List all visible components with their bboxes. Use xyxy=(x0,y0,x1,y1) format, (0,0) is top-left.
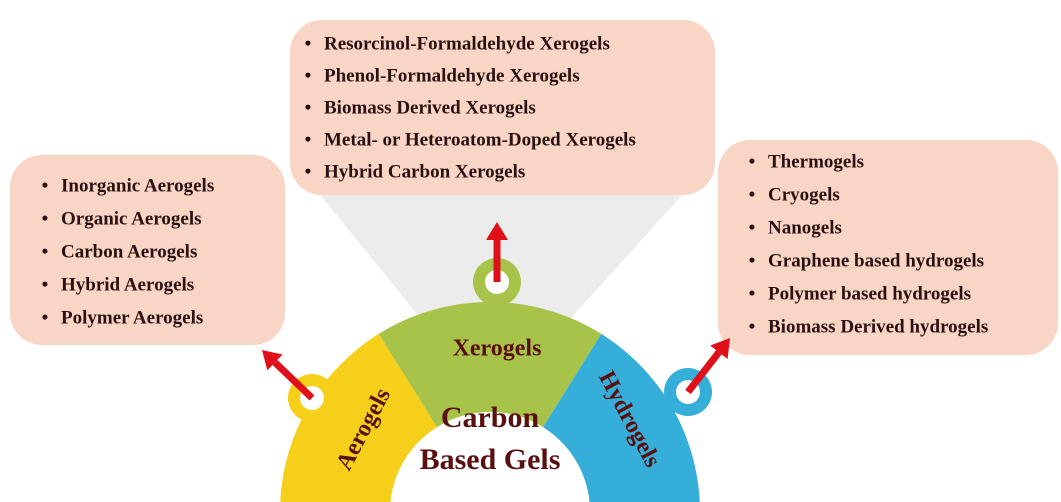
item-text: Metal- or Heteroatom-Doped Xerogels xyxy=(324,129,636,150)
item-text: Hybrid Carbon Xerogels xyxy=(324,161,525,182)
bullet: • xyxy=(42,241,49,262)
item-box xyxy=(718,140,1058,355)
bullet: • xyxy=(42,208,49,229)
bullet: • xyxy=(749,316,756,337)
bullet: • xyxy=(305,97,312,118)
bullet: • xyxy=(749,283,756,304)
item-text: Resorcinol-Formaldehyde Xerogels xyxy=(324,33,610,54)
bullet: • xyxy=(749,184,756,205)
segment xyxy=(378,302,602,428)
item-text: Polymer Aerogels xyxy=(61,307,203,328)
bullet: • xyxy=(305,65,312,86)
item-text: Biomass Derived hydrogels xyxy=(768,316,988,337)
segment xyxy=(542,333,700,502)
item-text: Polymer based hydrogels xyxy=(768,283,971,304)
item-text: Hybrid Aerogels xyxy=(61,274,194,295)
arrow-shaft xyxy=(685,350,722,395)
fan xyxy=(300,170,705,330)
arrow-head xyxy=(710,338,730,359)
item-text: Carbon Aerogels xyxy=(61,241,197,262)
bullet: • xyxy=(749,250,756,271)
bullet: • xyxy=(305,161,312,182)
item-text: Organic Aerogels xyxy=(61,208,202,229)
bullet: • xyxy=(42,307,49,328)
bullet: • xyxy=(749,151,756,172)
bullet: • xyxy=(305,129,312,150)
center-label: Carbon xyxy=(441,401,540,434)
bullet: • xyxy=(749,217,756,238)
segment xyxy=(280,333,438,502)
item-text: Biomass Derived Xerogels xyxy=(324,97,536,118)
center-label: Based Gels xyxy=(420,443,561,476)
item-box xyxy=(10,155,285,345)
item-text: Nanogels xyxy=(768,217,842,238)
arrow-head xyxy=(486,222,508,240)
item-text: Cryogels xyxy=(768,184,840,205)
item-text: Inorganic Aerogels xyxy=(61,175,214,196)
item-text: Phenol-Formaldehyde Xerogels xyxy=(324,65,580,86)
segment-label: Xerogels xyxy=(453,336,542,362)
arrow-head xyxy=(262,350,283,371)
bullet: • xyxy=(42,274,49,295)
item-text: Thermogels xyxy=(768,151,864,172)
arrow-shaft xyxy=(272,359,315,401)
item-text: Graphene based hydrogels xyxy=(768,250,984,271)
center-disc xyxy=(390,412,590,502)
bullet: • xyxy=(305,33,312,54)
bullet: • xyxy=(42,175,49,196)
item-box xyxy=(290,20,715,195)
